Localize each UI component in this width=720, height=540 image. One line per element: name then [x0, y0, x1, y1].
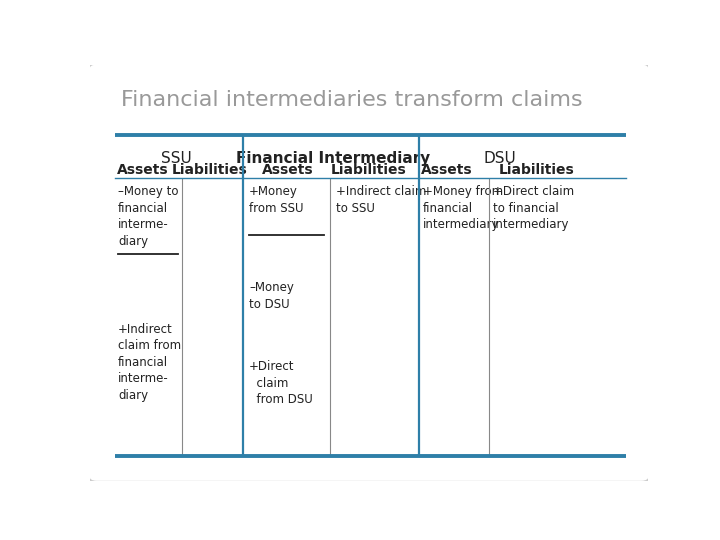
Text: Assets: Assets: [117, 163, 168, 177]
Text: +Direct
  claim
  from DSU: +Direct claim from DSU: [249, 360, 312, 406]
Text: –Money
to DSU: –Money to DSU: [249, 281, 294, 310]
Text: +Direct claim
to financial
intermediary: +Direct claim to financial intermediary: [493, 185, 574, 231]
Text: Financial Intermediary: Financial Intermediary: [235, 151, 430, 166]
Text: Liabilities: Liabilities: [498, 163, 575, 177]
Text: Liabilities: Liabilities: [172, 163, 248, 177]
Text: DSU: DSU: [484, 151, 516, 166]
FancyBboxPatch shape: [89, 64, 649, 482]
Text: Assets: Assets: [262, 163, 314, 177]
Text: +Money from
financial
intermediary: +Money from financial intermediary: [423, 185, 503, 231]
Text: +Money
from SSU: +Money from SSU: [249, 185, 304, 215]
Text: +Indirect
claim from
financial
interme-
diary: +Indirect claim from financial interme- …: [118, 322, 181, 402]
Text: Financial intermediaries transform claims: Financial intermediaries transform claim…: [121, 90, 582, 110]
Text: Liabilities: Liabilities: [331, 163, 407, 177]
Text: SSU: SSU: [161, 151, 192, 166]
Text: Assets: Assets: [421, 163, 473, 177]
Text: –Money to
financial
interme-
diary: –Money to financial interme- diary: [118, 185, 179, 248]
Text: +Indirect claim
to SSU: +Indirect claim to SSU: [336, 185, 426, 215]
